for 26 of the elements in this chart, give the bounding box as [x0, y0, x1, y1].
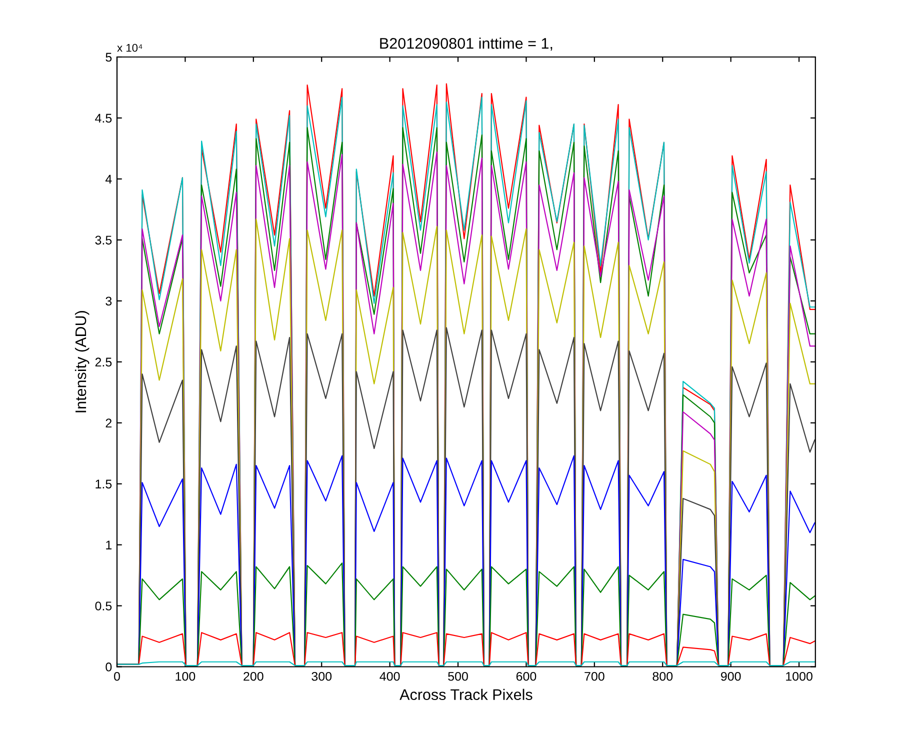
text: x 10⁴	[117, 44, 142, 52]
x-tick-label: 800	[652, 672, 673, 681]
y-tick-label: 1	[106, 540, 112, 550]
x-axis-title: Across Track Pixels	[400, 688, 532, 700]
x-tick-label: 900	[720, 672, 741, 681]
x-tick-label: 300	[312, 672, 332, 681]
x-tick-label: 1000	[786, 672, 812, 681]
x-tick-label: 200	[244, 672, 264, 681]
chart-title: B2012090801 inttime = 1,	[380, 38, 552, 51]
y-tick-label: 3.5	[95, 236, 112, 245]
x-tick-label: 400	[380, 672, 400, 681]
y-tick-label: 3	[106, 296, 112, 306]
y-tick-label: 2.5	[95, 358, 112, 367]
y-tick-label: 0	[106, 662, 112, 672]
y-tick-label: 0.5	[95, 602, 112, 610]
y-tick-label: 4.5	[95, 114, 112, 123]
y-axis-title: Intensity (ADU)	[74, 311, 90, 412]
y-tick-label: 2	[106, 418, 112, 428]
x-tick-label: 500	[448, 672, 468, 681]
x-tick-label: 600	[516, 672, 536, 681]
y-tick-label: 5	[106, 52, 112, 62]
x-tick-label: 0	[114, 672, 120, 681]
y-tick-label: 1.5	[96, 480, 112, 488]
x-tick-label: 100	[176, 672, 196, 681]
x-tick-label: 700	[584, 672, 604, 681]
y-tick-label: 4	[105, 174, 112, 184]
